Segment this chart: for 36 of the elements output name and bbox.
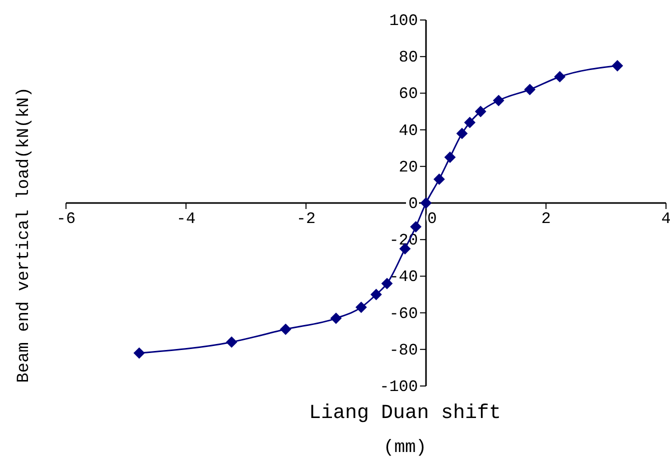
point xyxy=(356,302,367,313)
y-tick-label: 60 xyxy=(398,85,418,104)
point xyxy=(524,84,536,96)
y-axis-title: Beam end vertical load(kN(kN) xyxy=(15,87,34,383)
y-tick-label: -80 xyxy=(389,341,418,360)
point xyxy=(612,60,623,72)
x-tick-label: -6 xyxy=(56,210,76,228)
x-tick-label: 4 xyxy=(661,210,670,228)
x-axis-title: Liang Duan shift (mm) xyxy=(308,402,502,458)
y-tick-label: 40 xyxy=(398,122,418,140)
x-tick-label: 0 xyxy=(427,210,437,228)
point xyxy=(456,128,468,139)
y-tick-label: 100 xyxy=(389,12,418,30)
point xyxy=(464,116,476,128)
y-tick-label: 20 xyxy=(398,158,418,176)
point xyxy=(434,174,445,185)
point xyxy=(554,71,566,82)
y-tick-label: 0 xyxy=(408,195,418,213)
point xyxy=(444,152,456,163)
point xyxy=(370,289,382,300)
point xyxy=(382,278,392,290)
x-tick-label: -4 xyxy=(176,210,196,228)
x-tick-label: 2 xyxy=(541,210,551,228)
point xyxy=(134,348,145,359)
point xyxy=(475,106,486,117)
point xyxy=(410,221,422,232)
point xyxy=(226,336,238,348)
point xyxy=(493,95,504,106)
point xyxy=(280,324,292,335)
point xyxy=(330,312,342,324)
x-tick-label: -2 xyxy=(296,210,316,228)
y-tick-label: -60 xyxy=(389,304,418,323)
y-tick-label: 80 xyxy=(398,48,418,67)
y-tick-label: -100 xyxy=(380,378,418,396)
y-tick-label: -40 xyxy=(389,268,418,286)
point xyxy=(420,198,432,208)
